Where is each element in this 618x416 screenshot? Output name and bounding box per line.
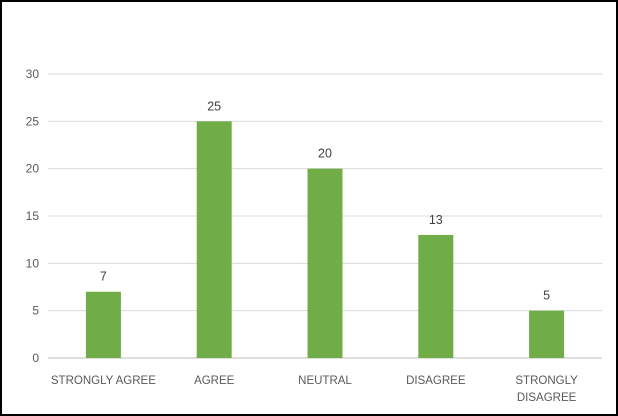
y-tick-label-25: 25	[26, 114, 40, 128]
data-label-1: 25	[207, 99, 221, 113]
y-tick-label-15: 15	[26, 209, 40, 223]
bar-2	[307, 168, 343, 358]
category-label-4-line-1: DISAGREE	[517, 392, 577, 404]
bar-3	[418, 234, 454, 358]
data-label-4: 5	[543, 289, 550, 303]
category-label-0: STRONGLY AGREE	[51, 375, 156, 387]
y-tick-label-30: 30	[26, 67, 40, 81]
category-label-1: AGREE	[194, 375, 235, 387]
category-label-4-line-0: STRONGLY	[515, 375, 578, 387]
y-tick-label-10: 10	[26, 256, 40, 270]
bar-0	[85, 291, 121, 358]
y-tick-label-0: 0	[32, 351, 39, 365]
category-label-3: DISAGREE	[406, 375, 466, 387]
bar-1	[196, 121, 232, 358]
category-label-2: NEUTRAL	[298, 375, 352, 387]
data-label-2: 20	[318, 147, 332, 161]
data-label-3: 13	[429, 213, 443, 227]
bar-4	[529, 310, 565, 358]
data-label-0: 7	[100, 270, 107, 284]
y-tick-label-20: 20	[26, 162, 40, 176]
y-tick-label-5: 5	[32, 304, 39, 318]
